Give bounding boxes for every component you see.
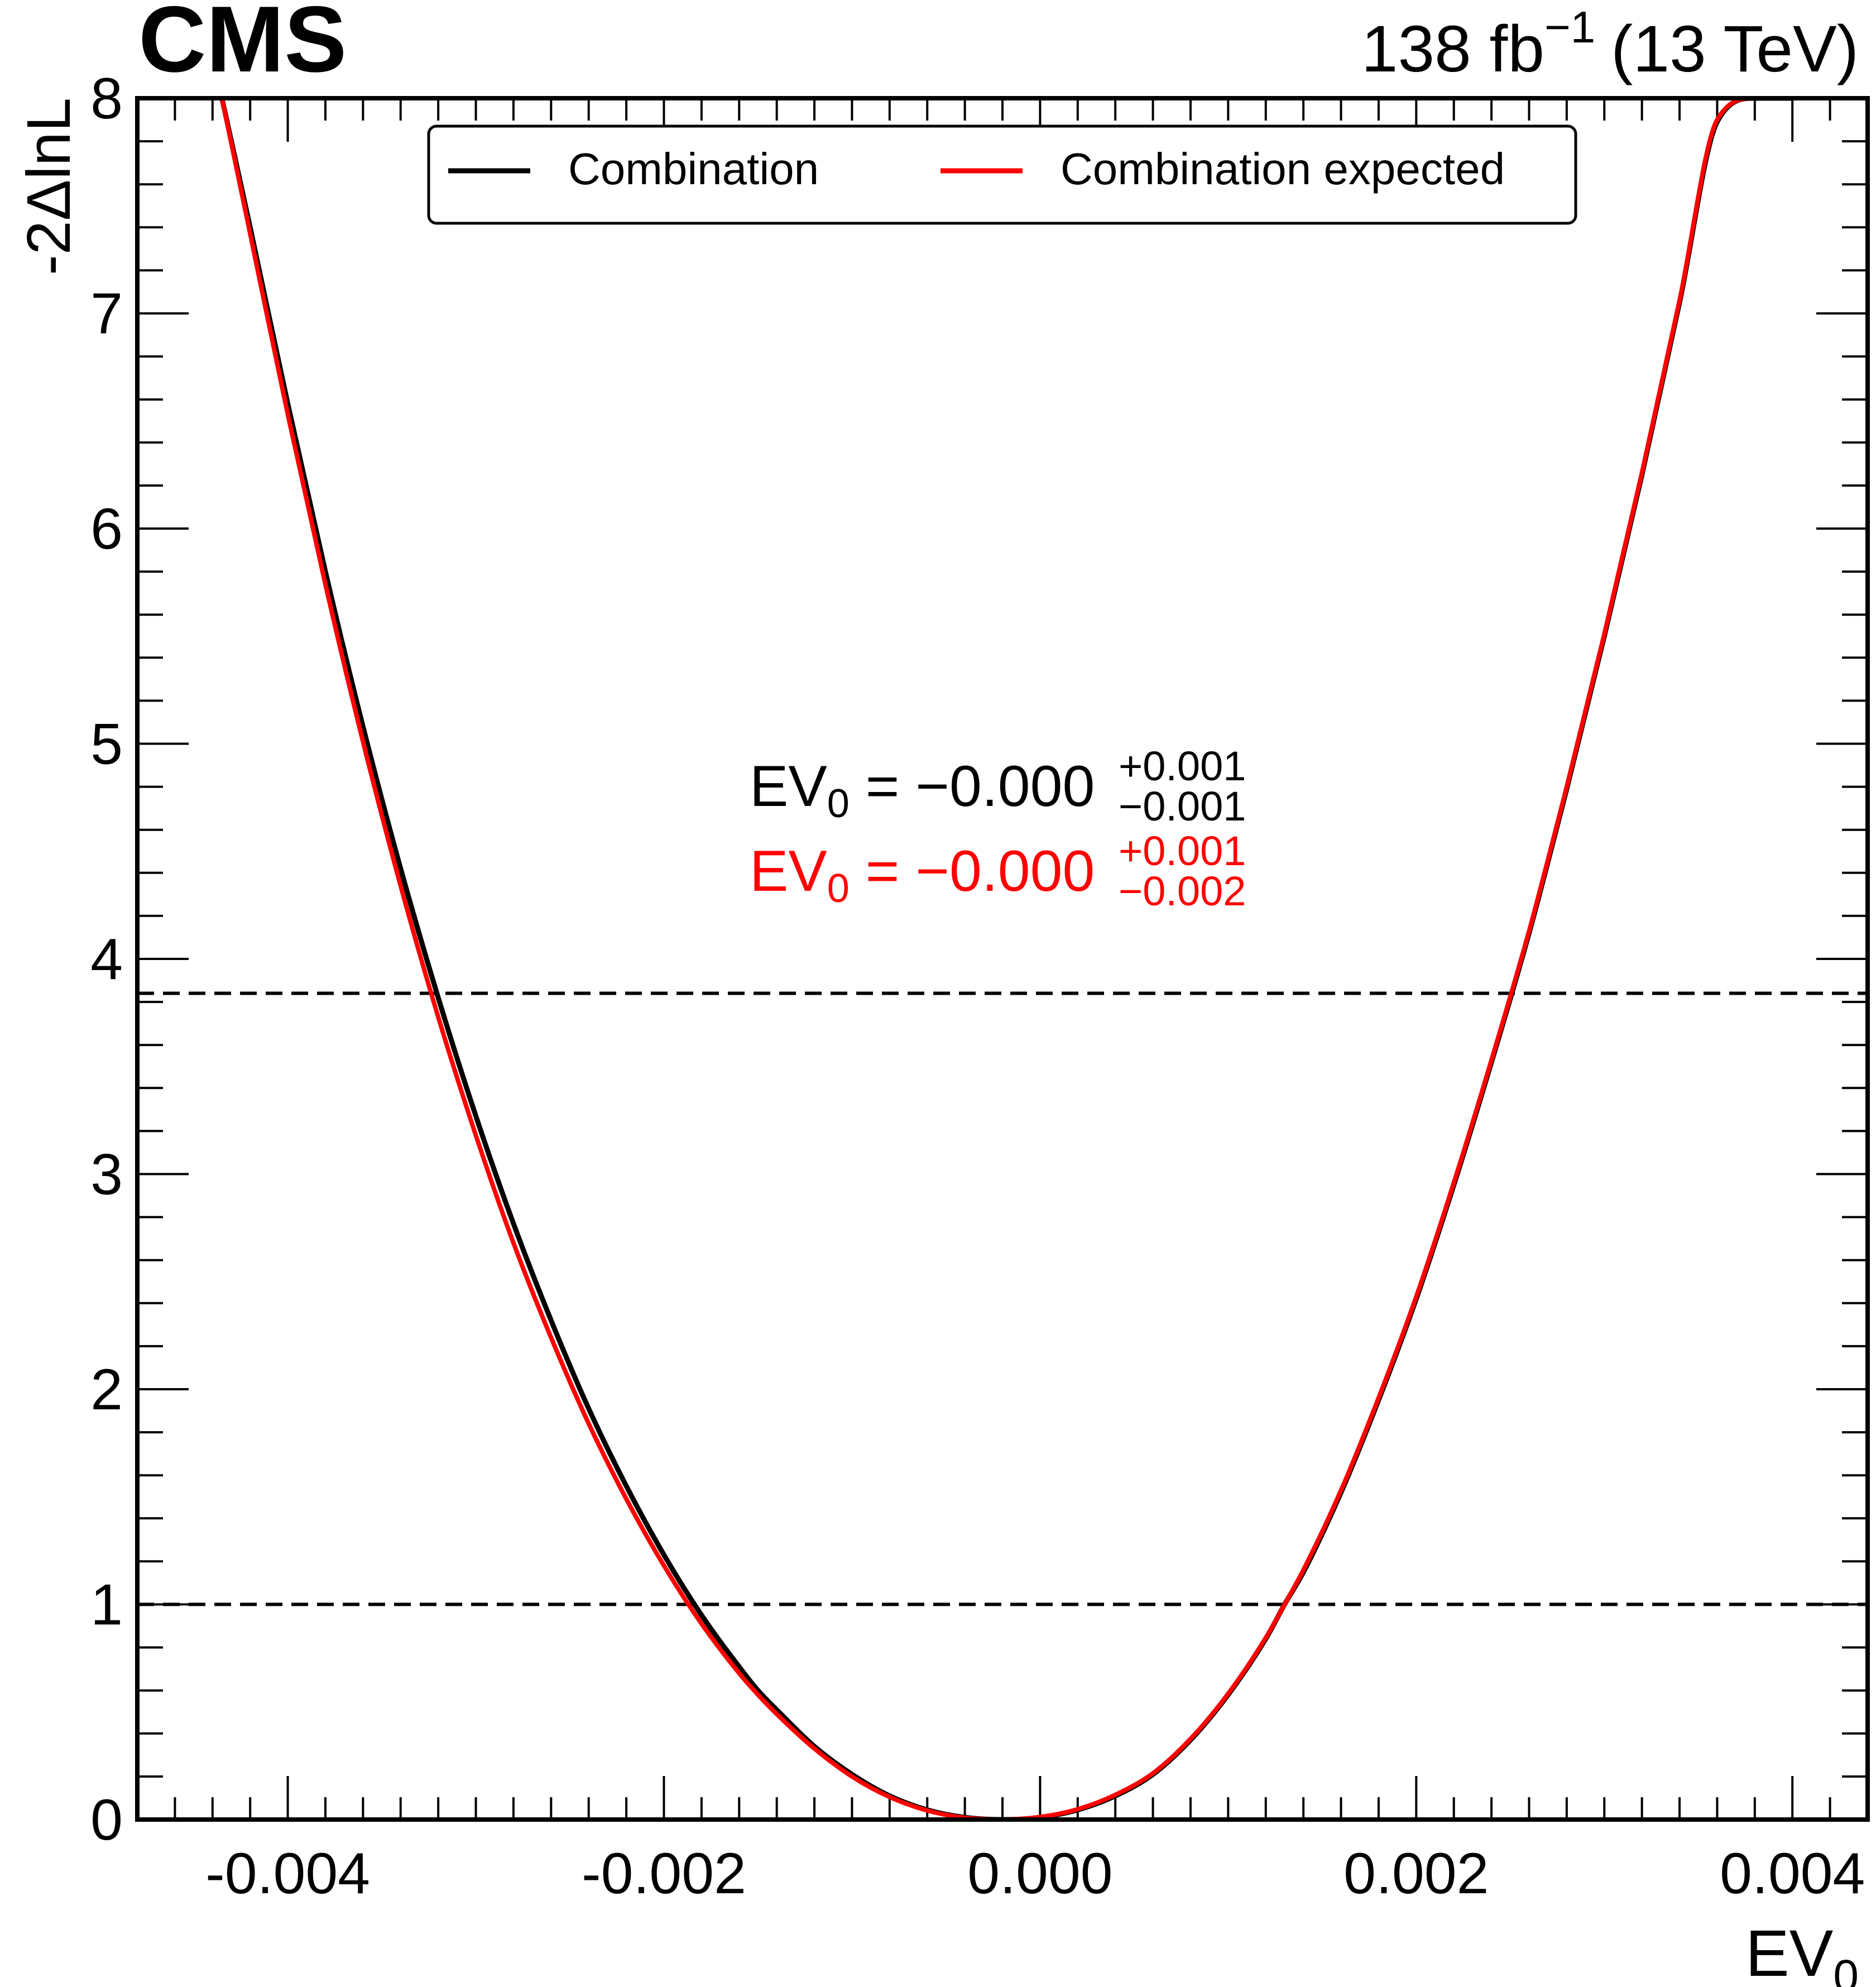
luminosity-value: 138 fb (1361, 12, 1544, 86)
legend-box (427, 124, 1577, 225)
x-axis-label-main: EV (1745, 1917, 1834, 1987)
series-line-combination-expected (219, 98, 1793, 1820)
expected-result-value: = −0.000 (850, 839, 1095, 904)
observed-result-value: = −0.000 (850, 754, 1095, 819)
likelihood-curves (219, 98, 1793, 1820)
series-line-combination (219, 98, 1793, 1820)
y-tick-label: 2 (90, 1357, 123, 1422)
expected-result-subscript: 0 (827, 866, 850, 911)
legend-label-observed: Combination (568, 144, 819, 194)
observed-result-text: EV0 = −0.000 (750, 754, 1095, 826)
y-axis-label: -2ΔlnL (15, 98, 83, 275)
expected-result-text: EV0 = −0.000 (750, 839, 1095, 911)
y-tick-label: 0 (90, 1788, 123, 1852)
y-tick-label: 4 (90, 927, 123, 992)
experiment-label: CMS (138, 0, 347, 92)
expected-result-plus: +0.001 (1119, 828, 1246, 874)
luminosity-energy: (13 TeV) (1611, 12, 1859, 86)
observed-result-subscript: 0 (827, 781, 850, 826)
y-tick-label: 8 (90, 66, 123, 131)
observed-result-minus: −0.001 (1119, 783, 1246, 829)
y-tick-label: 7 (90, 282, 123, 347)
y-tick-label: 3 (90, 1143, 123, 1207)
y-tick-label: 1 (90, 1573, 123, 1638)
x-axis-label-subscript: 0 (1833, 1951, 1859, 1987)
plot-frame (135, 96, 1870, 1822)
observed-result-prefix: EV (750, 754, 827, 819)
observed-result-plus: +0.001 (1119, 743, 1246, 789)
x-tick-label: 0.002 (1344, 1841, 1489, 1906)
luminosity-exponent: −1 (1544, 2, 1595, 52)
axis-tick-labels: -0.004 -0.002 0.000 0.002 0.004 0 1 2 3 4 5 6 7 8 (90, 66, 1865, 1906)
expected-result-minus: −0.002 (1119, 868, 1246, 914)
x-tick-label: -0.002 (582, 1841, 746, 1906)
y-tick-label: 6 (90, 497, 123, 561)
expected-result: EV0 = −0.000 +0.001 −0.002 (750, 828, 1246, 914)
luminosity-label: 138 fb−1 (13 TeV) (1361, 2, 1859, 86)
y-tick-label: 5 (90, 712, 123, 777)
legend: Combination Combination expected (427, 124, 1577, 225)
axis-ticks (137, 97, 1869, 1821)
legend-label-expected: Combination expected (1061, 144, 1505, 194)
x-axis-label: EV0 (1745, 1917, 1859, 1987)
observed-result: EV0 = −0.000 +0.001 −0.001 (750, 743, 1246, 829)
x-tick-label: -0.004 (205, 1841, 370, 1906)
x-tick-label: 0.000 (967, 1841, 1112, 1906)
expected-result-prefix: EV (750, 839, 827, 904)
x-tick-label: 0.004 (1720, 1841, 1865, 1906)
reference-lines (137, 991, 1868, 1606)
